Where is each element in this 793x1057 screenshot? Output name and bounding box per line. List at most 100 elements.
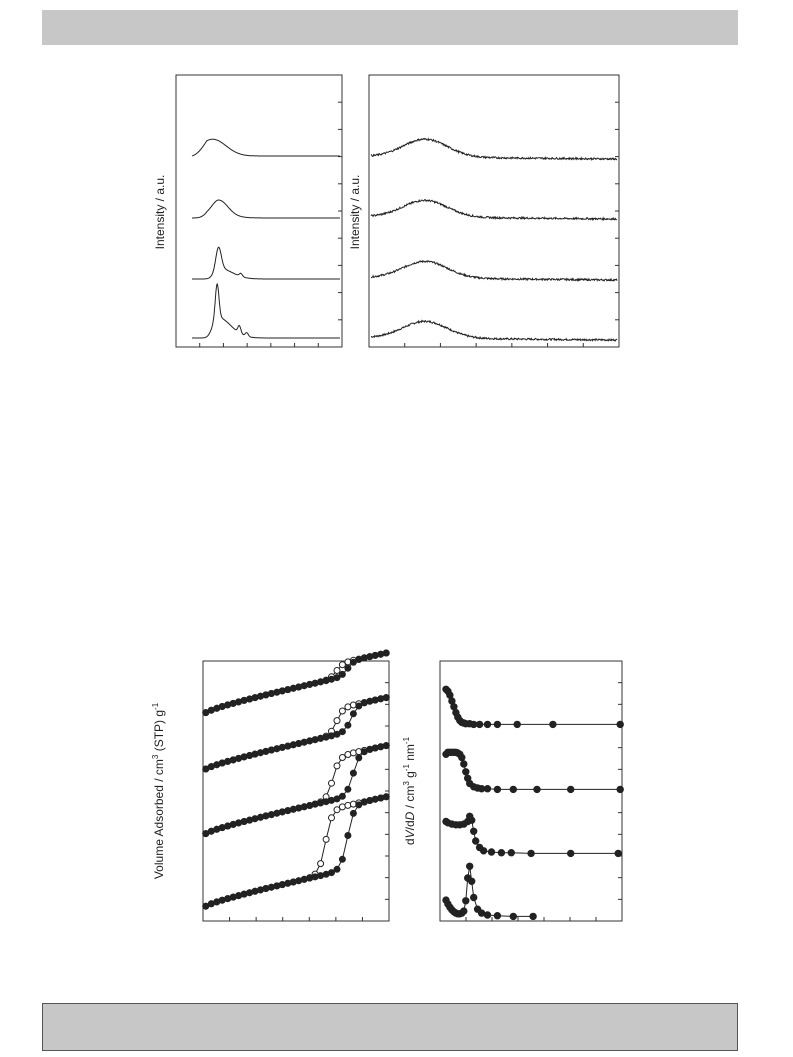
desorption-point bbox=[333, 667, 341, 674]
isotherm-panel: Volume Adsorbed / cm3 (STP) g-1 bbox=[151, 649, 390, 922]
adsorption-point bbox=[338, 728, 346, 736]
psd-point bbox=[567, 785, 575, 794]
adsorption-point bbox=[349, 769, 357, 777]
adsorption-point bbox=[382, 742, 390, 750]
series-group-a bbox=[191, 138, 340, 339]
psd-point bbox=[483, 720, 492, 729]
adsorption-point bbox=[333, 730, 341, 738]
psd-point bbox=[462, 768, 470, 776]
ylabel-c-main: Volume Adsorbed / cm bbox=[152, 759, 166, 879]
psd-point bbox=[529, 912, 537, 921]
psd-point bbox=[479, 847, 488, 855]
psd-point bbox=[460, 907, 468, 915]
isotherm-desorption-line bbox=[205, 796, 387, 907]
adsorption-point bbox=[371, 744, 379, 752]
adsorption-point bbox=[349, 658, 357, 666]
psd-panel: dV/dD / cm3 g-1 nm-1 bbox=[402, 660, 624, 922]
adsorption-point bbox=[344, 785, 352, 793]
desorption-point bbox=[328, 779, 335, 787]
psd-point bbox=[460, 760, 468, 768]
plot-frame-a bbox=[175, 74, 343, 348]
adsorption-point bbox=[328, 869, 335, 877]
psd-point bbox=[487, 848, 496, 856]
psd-point bbox=[493, 720, 502, 729]
psd-point bbox=[468, 816, 476, 824]
adsorption-point bbox=[349, 710, 357, 718]
ylabel-c: Volume Adsorbed / cm3 (STP) g-1 bbox=[151, 702, 166, 879]
adsorption-point bbox=[349, 809, 357, 817]
psd-point bbox=[470, 893, 478, 902]
desorption-point bbox=[338, 754, 346, 761]
adsorption-point bbox=[333, 795, 341, 803]
adsorption-point bbox=[355, 801, 363, 809]
psd-point bbox=[468, 877, 476, 885]
psd-point bbox=[549, 720, 557, 729]
ticks-a bbox=[199, 101, 342, 347]
adsorption-point bbox=[377, 794, 385, 802]
desorption-point bbox=[328, 814, 335, 822]
xrd-line-a bbox=[192, 282, 340, 339]
adsorption-point bbox=[333, 674, 341, 682]
adsorption-point bbox=[355, 702, 363, 710]
desorption-point bbox=[338, 661, 346, 669]
psd-point bbox=[616, 785, 624, 794]
bottom-box bbox=[42, 1003, 738, 1051]
ylabel-d-sup3: -1 bbox=[402, 736, 411, 744]
xrd-line-b bbox=[371, 259, 618, 282]
adsorption-point bbox=[344, 832, 352, 839]
desorption-point bbox=[333, 806, 341, 814]
adsorption-point bbox=[377, 743, 385, 751]
xrd-panel-left: Intensity / a.u. bbox=[153, 74, 343, 348]
ylabel-d-d: D bbox=[403, 811, 417, 820]
psd-point bbox=[470, 827, 478, 835]
ticks-d bbox=[465, 682, 622, 921]
desorption-point bbox=[338, 707, 346, 715]
psd-point bbox=[458, 753, 466, 762]
ylabel-b: Intensity / a.u. bbox=[348, 175, 362, 250]
psd-point bbox=[509, 912, 517, 921]
adsorption-point bbox=[382, 649, 390, 657]
psd-point bbox=[527, 849, 535, 858]
isotherm-adsorption-line bbox=[205, 796, 387, 907]
ylabel-a: Intensity / a.u. bbox=[153, 175, 167, 250]
ticks-b bbox=[404, 101, 619, 347]
ylabel-c-mid: (STP) g bbox=[152, 710, 166, 755]
ylabel-c-sup1: 3 bbox=[151, 754, 160, 759]
psd-point bbox=[466, 862, 474, 870]
adsorption-point bbox=[338, 670, 346, 678]
xrd-line-a bbox=[192, 199, 340, 219]
psd-point bbox=[493, 785, 502, 794]
desorption-point bbox=[333, 762, 341, 770]
desorption-point bbox=[317, 860, 325, 868]
adsorption-point bbox=[377, 695, 385, 703]
xrd-line-b bbox=[370, 198, 618, 222]
adsorption-point bbox=[344, 664, 352, 672]
adsorption-point bbox=[382, 793, 390, 801]
psd-point bbox=[533, 785, 541, 794]
psd-point bbox=[483, 911, 492, 919]
xrd-line-a bbox=[192, 246, 340, 280]
psd-line bbox=[445, 688, 621, 725]
adsorption-point bbox=[311, 800, 319, 808]
psd-point bbox=[483, 785, 492, 793]
adsorption-point bbox=[338, 855, 346, 863]
psd-point bbox=[616, 720, 624, 729]
adsorption-point bbox=[333, 865, 341, 873]
adsorption-point bbox=[317, 734, 325, 742]
desorption-point bbox=[333, 717, 341, 725]
adsorption-point bbox=[338, 792, 346, 800]
psd-line bbox=[445, 866, 534, 917]
adsorption-point bbox=[377, 650, 385, 658]
psd-point bbox=[614, 849, 622, 858]
psd-point bbox=[493, 912, 502, 920]
series-group-b bbox=[370, 137, 618, 342]
desorption-point bbox=[322, 835, 330, 843]
ylabel-d-sup1: 3 bbox=[402, 781, 411, 786]
psd-point bbox=[513, 720, 521, 729]
xrd-line-b bbox=[370, 319, 618, 342]
psd-point bbox=[475, 720, 484, 729]
xrd-line-a bbox=[191, 138, 340, 157]
series-group-c bbox=[202, 649, 390, 910]
ylabel-d-v: V bbox=[403, 829, 417, 838]
ylabel-d-sup2: -1 bbox=[402, 764, 411, 772]
